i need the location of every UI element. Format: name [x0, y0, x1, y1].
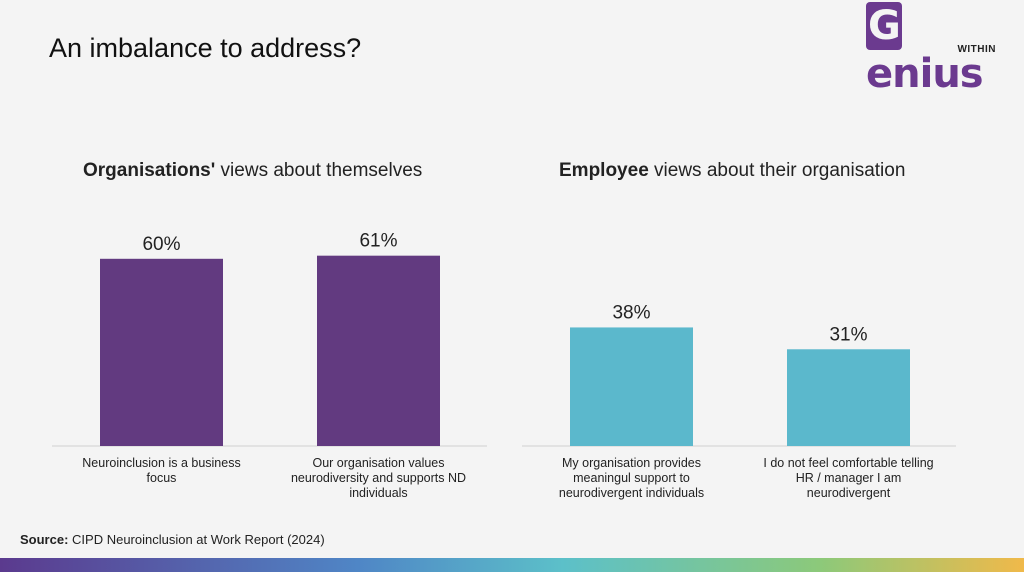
right-bar-1 — [570, 327, 693, 446]
logo-subtitle: WITHIN — [957, 44, 996, 55]
source-text: CIPD Neuroinclusion at Work Report (2024… — [72, 532, 325, 547]
source-label: Source: — [20, 532, 69, 547]
left-chart-title-rest: views about themselves — [215, 160, 423, 181]
left-chart-title-bold: Organisations' — [83, 160, 216, 181]
genius-within-logo: Genius WITHIN — [866, 2, 998, 97]
left-category-label-1: Neuroinclusion is a business focus — [82, 456, 241, 485]
slide-title: An imbalance to address? — [49, 33, 362, 63]
left-bar-1 — [100, 258, 223, 446]
decorative-gradient-bar — [0, 558, 1024, 572]
left-category-label-2: Our organisation values neurodiversity a… — [290, 456, 467, 500]
right-category-label-1: My organisation provides meaningul suppo… — [558, 456, 705, 500]
right-chart-title: Employee views about their organisation — [559, 160, 905, 182]
source-note: Source: CIPD Neuroinclusion at Work Repo… — [20, 532, 325, 547]
right-category-label-2: I do not feel comfortable telling HR / m… — [763, 456, 934, 500]
right-chart-title-bold: Employee — [559, 160, 649, 181]
left-bar-2 — [317, 255, 440, 446]
right-chart-title-rest: views about their organisation — [648, 160, 906, 181]
left-data-label-2: 61% — [359, 231, 397, 252]
right-bar-2 — [787, 349, 910, 446]
left-data-label-1: 60% — [142, 234, 180, 255]
right-data-label-1: 38% — [612, 302, 650, 323]
right-data-label-2: 31% — [829, 324, 867, 345]
logo-word: Genius — [866, 2, 984, 97]
left-chart-title: Organisations' views about themselves — [83, 160, 422, 182]
